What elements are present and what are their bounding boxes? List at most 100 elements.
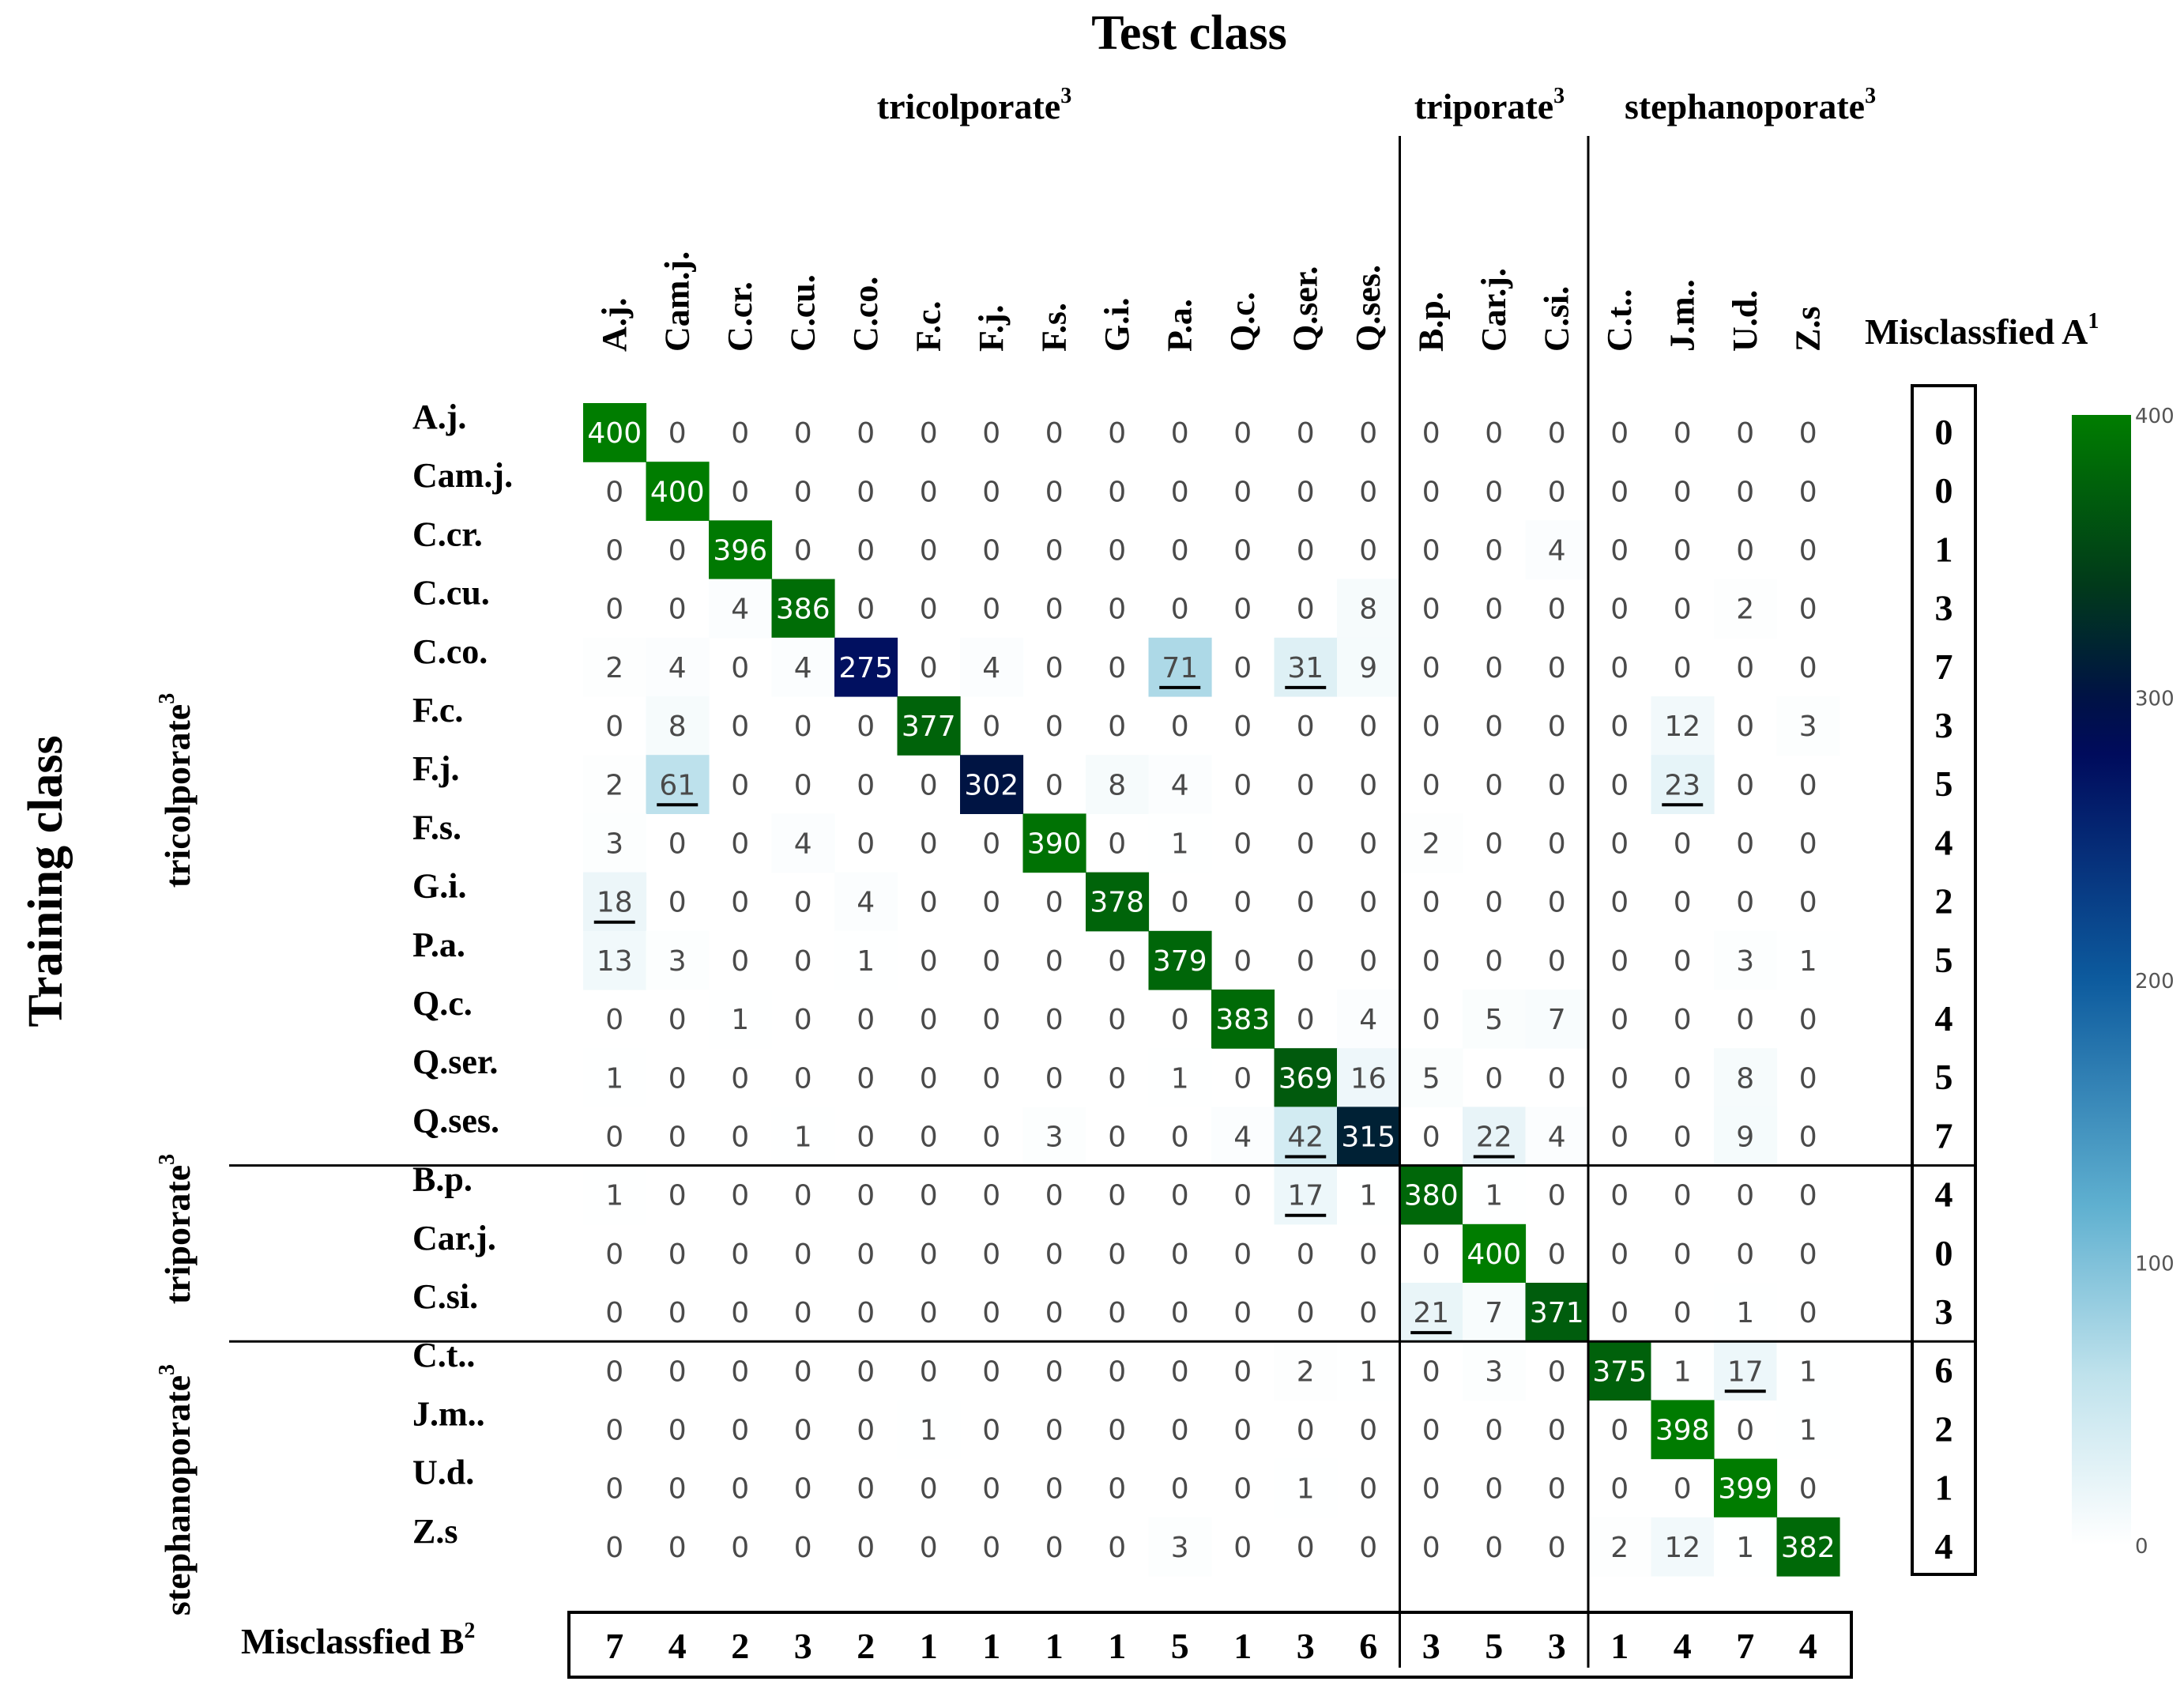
cell-value: 0 xyxy=(1233,1532,1252,1564)
cell-value: 0 xyxy=(1297,535,1315,567)
cell-value: 0 xyxy=(857,535,875,567)
heatmap-cell xyxy=(1148,813,1212,873)
heatmap-cell xyxy=(1463,990,1527,1049)
cell-value: 0 xyxy=(731,1355,749,1388)
cell-value: 0 xyxy=(1171,711,1189,743)
row-label: Q.ser. xyxy=(412,1042,498,1081)
heatmap-cell xyxy=(583,1048,647,1107)
cell-value: 42 xyxy=(1287,1122,1324,1154)
cell-value: 0 xyxy=(794,769,812,801)
cell-value: 0 xyxy=(1485,945,1503,978)
misclassified-b-value: 4 xyxy=(1674,1626,1692,1666)
cell-value: 0 xyxy=(1171,594,1189,626)
heatmap-cell xyxy=(1714,579,1778,639)
cell-value: 0 xyxy=(1045,945,1064,978)
column-label: F.j. xyxy=(972,305,1011,353)
cell-value: 0 xyxy=(857,1004,875,1036)
misclassified-b-value: 1 xyxy=(982,1626,1000,1666)
cell-value: 0 xyxy=(1108,1004,1126,1036)
column-label: C.si. xyxy=(1537,286,1576,352)
cell-value: 0 xyxy=(1108,945,1126,978)
cell-value: 0 xyxy=(857,711,875,743)
cell-value: 7 xyxy=(1485,1297,1503,1329)
colorbar-ticks: 0 100 200 300 400 xyxy=(2135,405,2175,1559)
cell-value: 0 xyxy=(857,417,875,450)
cell-value: 0 xyxy=(731,1415,749,1447)
cell-value: 0 xyxy=(1108,476,1126,508)
cell-value: 0 xyxy=(1422,594,1440,626)
cell-value: 13 xyxy=(597,945,633,978)
cell-value: 0 xyxy=(920,1180,938,1212)
cell-value: 0 xyxy=(920,652,938,684)
misclassified-b-value: 6 xyxy=(1359,1626,1377,1666)
cell-value: 0 xyxy=(857,594,875,626)
heatmap-cell xyxy=(1399,1165,1463,1225)
cell-value: 0 xyxy=(1799,1180,1817,1212)
cell-value: 1 xyxy=(1674,1355,1692,1388)
cell-value: 18 xyxy=(597,887,633,919)
cell-value: 1 xyxy=(1171,1062,1189,1095)
cell-value: 0 xyxy=(794,1180,812,1212)
cell-value: 0 xyxy=(1674,945,1692,978)
cell-value: 0 xyxy=(1799,1297,1817,1329)
colorbar-tick-label: 200 xyxy=(2135,970,2175,993)
cell-value: 0 xyxy=(1799,1004,1817,1036)
heatmap-cell xyxy=(960,637,1024,697)
cell-value: 275 xyxy=(838,652,893,684)
cell-value: 0 xyxy=(1422,1532,1440,1564)
row-label: F.s. xyxy=(412,808,461,846)
misclassified-b-value: 4 xyxy=(1799,1626,1817,1666)
cell-value: 0 xyxy=(1108,1415,1126,1447)
cell-value: 0 xyxy=(1548,1415,1566,1447)
misclassified-a-value: 3 xyxy=(1935,588,1953,628)
cell-value: 0 xyxy=(1799,476,1817,508)
heatmap-cell xyxy=(1022,813,1086,873)
column-label: C.t.. xyxy=(1600,289,1639,352)
cell-value: 0 xyxy=(1108,652,1126,684)
cell-value: 0 xyxy=(605,1004,623,1036)
cell-value: 0 xyxy=(794,887,812,919)
cell-value: 0 xyxy=(1736,476,1754,508)
cell-value: 0 xyxy=(1548,1238,1566,1271)
cell-value: 0 xyxy=(920,476,938,508)
misclassified-a-value: 3 xyxy=(1935,705,1953,745)
cell-value: 2 xyxy=(605,769,623,801)
cell-value: 0 xyxy=(1359,828,1377,861)
misclassified-a-value: 4 xyxy=(1935,998,1953,1039)
cell-value: 0 xyxy=(1485,1062,1503,1095)
cell-value: 1 xyxy=(1799,1415,1817,1447)
cell-value: 0 xyxy=(1171,1004,1189,1036)
cell-value: 0 xyxy=(1045,1062,1064,1095)
cell-value: 0 xyxy=(1171,535,1189,567)
cell-value: 1 xyxy=(857,945,875,978)
heatmap-cell xyxy=(834,637,898,697)
misclassified-a-value: 7 xyxy=(1935,647,1953,687)
heatmap-cell xyxy=(709,520,773,580)
cell-value: 0 xyxy=(1422,1473,1440,1506)
cell-value: 0 xyxy=(1422,652,1440,684)
misclassified-a-value: 5 xyxy=(1935,763,1953,804)
heatmap-cell xyxy=(1463,1283,1527,1342)
cell-value: 0 xyxy=(794,1062,812,1095)
cell-value: 400 xyxy=(650,476,705,508)
cell-value: 0 xyxy=(794,945,812,978)
cell-value: 0 xyxy=(794,1004,812,1036)
y-axis-label: Training class xyxy=(19,735,73,1027)
misclassified-b-value: 7 xyxy=(1736,1626,1754,1666)
row-label: A.j. xyxy=(412,398,466,436)
cell-value: 0 xyxy=(1359,887,1377,919)
row-label: Z.s xyxy=(412,1512,458,1551)
cell-value: 399 xyxy=(1718,1473,1772,1506)
cell-value: 0 xyxy=(1610,652,1629,684)
cell-value: 0 xyxy=(1548,594,1566,626)
cell-value: 0 xyxy=(1233,1473,1252,1506)
row-label: Q.ses. xyxy=(412,1101,499,1140)
cell-value: 0 xyxy=(605,1415,623,1447)
cell-value: 396 xyxy=(713,535,767,567)
cell-value: 0 xyxy=(1485,1473,1503,1506)
column-label: G.i. xyxy=(1098,298,1136,352)
cell-value: 2 xyxy=(1610,1532,1629,1564)
misclassified-a-column: 0 0 1 3 7 3 5 4 2 5 4 5 7 4 0 3 6 2 1 4 xyxy=(1911,384,1977,1576)
heatmap-cell xyxy=(1399,813,1463,873)
cell-value: 0 xyxy=(982,1297,1000,1329)
